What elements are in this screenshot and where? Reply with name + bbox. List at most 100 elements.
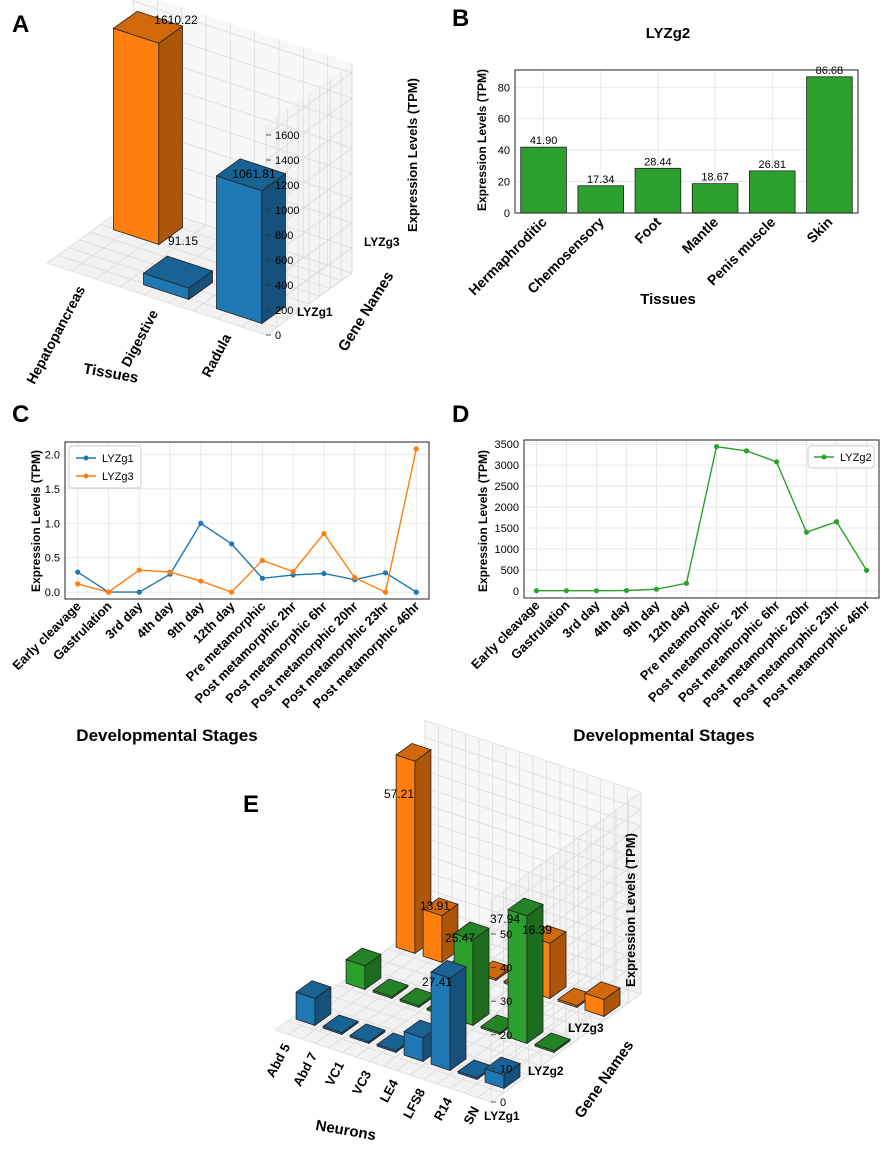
data-point (713, 444, 720, 450)
data-point (803, 529, 810, 535)
bar-value-label: 41.90 (530, 135, 558, 147)
panel-label-e: E (243, 791, 259, 818)
data-point (413, 589, 419, 595)
bar-top-face (422, 897, 459, 917)
bar-side-face (449, 966, 467, 1072)
x-tick-label: VC3 (349, 1068, 374, 1097)
bar-value-label: 86.68 (816, 65, 844, 77)
y-tick-label: 0.5 (45, 553, 60, 565)
data-point (198, 578, 204, 584)
panel-a-chart: 0 200 400 600 800 1000 1200 1400 1600 Expression… (23, 0, 420, 387)
data-point (75, 581, 81, 587)
data-point (75, 569, 81, 575)
data-point (563, 588, 570, 594)
bar-value-label: 26.81 (758, 159, 786, 171)
grid-line (287, 1020, 504, 1094)
grid-line (424, 736, 642, 810)
data-point (413, 446, 419, 452)
bar-side-face (158, 25, 183, 246)
z-tick-label: 40 (500, 963, 512, 975)
panel-label-a: A (12, 11, 29, 38)
panel-e-z-axis-label: Expression Levels (TPM) (623, 833, 638, 987)
bar-top-face (507, 897, 544, 917)
panel-e-chart: 0 10 20 30 40 50 Expression Levels (TPM) Abd … (263, 720, 642, 1144)
bar-top-face (142, 255, 214, 289)
bar-3d (422, 897, 459, 964)
bar-top-face (372, 978, 409, 998)
legend-label-lyzg2: LYZg2 (840, 452, 872, 464)
panel-e-value-label: 16.39 (522, 923, 552, 937)
grid-line (424, 837, 642, 911)
panel-a-y-axis-label: Gene Names (335, 269, 398, 355)
data-point (593, 588, 600, 594)
grid-line (490, 792, 642, 901)
x-tick-label: Foot (631, 214, 664, 247)
bar-value-label: 18.67 (701, 172, 729, 184)
panel-d-y-axis-label: Expression Levels (TPM) (476, 450, 490, 592)
y-tick-label: 1000 (495, 544, 519, 556)
y-tick-label: 500 (501, 565, 519, 577)
z-tick-label: 1200 (275, 180, 299, 192)
data-point (863, 567, 870, 573)
data-point (136, 589, 142, 595)
grid-line (424, 753, 642, 827)
data-point (198, 520, 204, 526)
bar-3d (142, 255, 214, 301)
bar-front-face (422, 908, 443, 963)
legend-marker-lyzg2 (821, 454, 827, 460)
bar-top-face (584, 981, 621, 1001)
grid-line (424, 720, 642, 793)
grid-line (274, 1029, 492, 1103)
panel-e-value-label: 57.21 (384, 787, 414, 801)
panel-e-y-axis-label: Gene Names (571, 1037, 637, 1121)
panel-a-value-label: 91.15 (168, 234, 198, 248)
y-tick-label: 60 (498, 114, 510, 126)
bar-top-face (345, 947, 382, 967)
panel-label-b: B (452, 5, 469, 32)
data-point (229, 589, 235, 595)
panel-c-frame (64, 441, 430, 600)
y-tick-label: 1500 (495, 523, 519, 535)
bar-3d (484, 1056, 521, 1090)
bar-front-face (395, 754, 416, 954)
bar-3d (112, 10, 184, 246)
z-tick-label: 30 (500, 996, 512, 1008)
bar-3d (507, 897, 544, 1045)
z-tick-label: 10 (500, 1063, 512, 1075)
x-tick-label: Digestive (118, 307, 161, 370)
panel-a-gene-tick-1: LYZg1 (297, 305, 333, 319)
bar-top-face (484, 1056, 521, 1076)
data-point (290, 568, 296, 575)
data-point (773, 459, 780, 465)
bar (691, 183, 739, 214)
panel-c-legend: LYZg1 LYZg3 (68, 445, 142, 489)
bar-top-face (322, 1014, 359, 1034)
z-tick-label: 20 (500, 1030, 512, 1042)
grid-line (424, 820, 642, 894)
bar-top-face (215, 158, 287, 192)
panel-a-z-axis-label: Expression Levels (TPM) (405, 78, 420, 232)
panel-e-gene-tick-2: LYZg2 (528, 1064, 564, 1078)
data-point (683, 580, 690, 586)
panel-d-legend: LYZg2 (807, 445, 875, 469)
y-tick-label: 0 (504, 208, 510, 220)
bar-3d (372, 978, 409, 1000)
panel-e-value-label: 25.47 (445, 931, 475, 945)
panel-e-z-ticks: 0 10 20 30 40 50 (491, 929, 512, 1109)
grid-line (387, 948, 604, 1022)
panel-b-frame (514, 69, 859, 214)
bar-top-face (112, 10, 184, 44)
bar-top-face (295, 980, 332, 999)
data-point (833, 519, 840, 525)
panel-a-value-label: 1610.22 (154, 13, 198, 27)
x-tick-label: Mantle (679, 214, 722, 257)
panel-c-x-axis-label: Developmental Stages (76, 726, 257, 745)
data-point (623, 587, 630, 594)
bar-3d (345, 947, 382, 991)
y-tick-label: 40 (498, 145, 510, 157)
data-point (321, 530, 327, 537)
x-tick-label: LE4 (377, 1076, 402, 1105)
bar-top-face (430, 960, 467, 979)
